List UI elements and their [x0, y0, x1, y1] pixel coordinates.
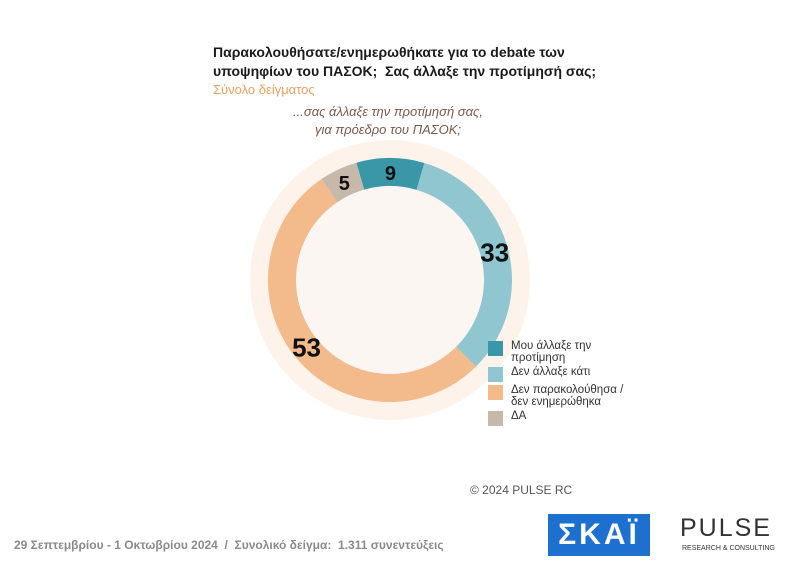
logo-pulse-sub: RESEARCH & CONSULTING [682, 545, 775, 552]
legend-swatch [488, 385, 503, 400]
donut-segment [416, 162, 512, 367]
legend-swatch [488, 367, 503, 382]
legend: Μου άλλαξε την προτίμηση Δεν άλλαξε κάτι Δ… [488, 340, 628, 428]
legend-swatch [488, 341, 503, 356]
copyright: © 2024 PULSE RC [470, 483, 573, 497]
donut-segment [321, 162, 365, 203]
data-label: 53 [292, 333, 321, 363]
data-label: 33 [480, 238, 509, 268]
legend-label: Δεν άλλαξε κάτι [511, 366, 591, 378]
footer: 29 Σεπτεμβρίου - 1 Οκτωβρίου 2024 / Συνο… [14, 538, 444, 552]
legend-swatch [488, 411, 503, 426]
title-line: υποψηφίων του ΠΑΣΟΚ; Σας άλλαξε την προτ… [213, 63, 597, 79]
legend-item: ΔΑ [488, 410, 628, 426]
legend-label: Δεν παρακολούθησα / δεν ενημερώθηκα [511, 384, 624, 408]
logo-skai: ΣΚΑΪ [548, 514, 650, 556]
donut-segment [356, 158, 425, 190]
data-label: 9 [385, 163, 396, 185]
data-label: 5 [339, 173, 350, 195]
annotation: για πρόεδρο του ΠΑΣΟΚ; [315, 122, 461, 137]
legend-item: Δεν παρακολούθησα / δεν ενημερώθηκα [488, 384, 628, 408]
legend-label: ΔΑ [511, 410, 527, 422]
subtitle: Σύνολο δείγματος [213, 82, 315, 97]
inner-bg [296, 186, 484, 374]
donut-segment [267, 178, 476, 403]
title-line: Παρακολουθήσατε/ενημερωθήκατε για το deb… [213, 44, 565, 60]
legend-label: Μου άλλαξε την προτίμηση [511, 340, 592, 364]
legend-item: Μου άλλαξε την προτίμηση [488, 340, 628, 364]
legend-item: Δεν άλλαξε κάτι [488, 366, 628, 382]
logo-pulse: PULSE [680, 514, 772, 542]
annotation: ...σας άλλαξε την προτίμησή σας, [293, 104, 483, 119]
